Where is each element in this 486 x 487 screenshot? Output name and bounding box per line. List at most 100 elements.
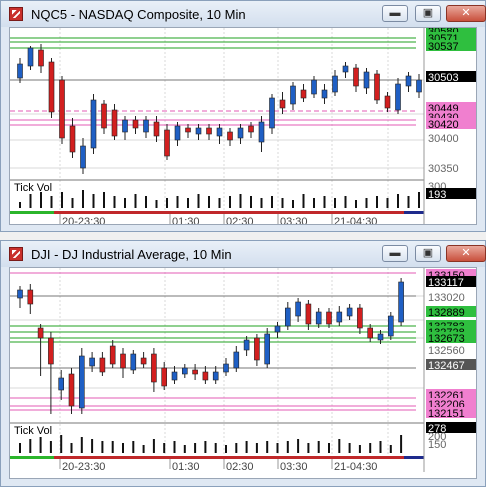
volume-bar <box>91 439 94 453</box>
title-bar[interactable]: NQC5 - NASDAQ Composite, 10 Min ▬ ▣ ✕ <box>1 1 486 27</box>
volume-label: Tick Vol <box>14 182 52 194</box>
volume-bar <box>323 196 326 208</box>
restore-button[interactable]: ▣ <box>415 5 441 22</box>
price-label-bg <box>426 326 476 337</box>
minimize-button[interactable]: ▬ <box>382 245 408 262</box>
price-label: 30400 <box>428 133 459 145</box>
chart-area[interactable]: Tick Vol 20-23:30 01:30 02:30 03:30 21-04:30 1… <box>9 267 477 479</box>
candle-body <box>79 355 85 409</box>
candle-body <box>69 125 76 153</box>
price-label: 132467 <box>428 360 465 372</box>
volume-bar <box>386 198 389 208</box>
price-chart[interactable]: Tick Vol 20-23:30 01:30 02:30 03:30 21-04:30 3… <box>10 28 478 224</box>
candle-body <box>258 121 265 143</box>
candle-body <box>336 311 343 323</box>
candle-body <box>290 85 296 105</box>
volume-bar <box>183 445 186 453</box>
candle-body <box>395 83 401 111</box>
candle-body <box>274 325 281 333</box>
volume-value: 193 <box>428 189 446 201</box>
candle-body <box>284 307 291 327</box>
volume-bar <box>204 441 207 453</box>
time-label: 20-23:30 <box>62 216 105 224</box>
candle-body <box>346 307 353 317</box>
volume-bar <box>142 445 145 453</box>
price-label-bg <box>426 359 476 370</box>
volume-bar <box>400 435 403 453</box>
volume-bar <box>166 198 168 208</box>
candle-body <box>237 127 244 139</box>
volume-bar <box>111 441 114 453</box>
candle-body <box>111 109 118 137</box>
volume-bar <box>122 443 124 453</box>
volume-bar <box>132 441 135 453</box>
session-bar <box>10 456 54 459</box>
volume-bar <box>19 443 21 453</box>
chart-area[interactable]: Tick Vol 20-23:30 01:30 02:30 03:30 21-04:30 3… <box>9 27 477 225</box>
volume-bar <box>40 192 42 208</box>
volume-bar <box>187 198 189 208</box>
candle-body <box>295 301 301 317</box>
close-button[interactable]: ✕ <box>446 5 486 22</box>
candle-body <box>174 125 181 141</box>
time-label: 02:30 <box>226 461 254 473</box>
volume-bar <box>376 196 378 208</box>
volume-bar <box>218 198 221 208</box>
candle-body <box>227 131 233 141</box>
volume-bar <box>307 443 310 453</box>
candle-body <box>192 369 198 375</box>
volume-bar <box>152 439 155 453</box>
volume-bar <box>266 441 269 453</box>
title-bar[interactable]: DJI - DJ Industrial Average, 10 Min ▬ ▣ … <box>1 241 486 267</box>
minimize-button[interactable]: ▬ <box>382 5 408 22</box>
volume-bar <box>334 198 336 208</box>
volume-bar <box>113 196 116 208</box>
candle-body <box>143 119 149 133</box>
time-label: 21-04:30 <box>334 461 377 473</box>
volume-bar <box>271 196 273 208</box>
price-chart[interactable]: Tick Vol 20-23:30 01:30 02:30 03:30 21-04:30 1… <box>10 268 478 478</box>
price-label: 132151 <box>428 408 465 420</box>
volume-bar <box>163 443 166 453</box>
session-bar <box>10 211 54 214</box>
volume-value-bg <box>426 188 476 199</box>
time-label: 01:30 <box>172 461 200 473</box>
candle-body <box>171 371 178 381</box>
volume-bar <box>229 196 231 208</box>
candle-body <box>315 311 322 325</box>
candle-body <box>332 75 338 93</box>
price-label: 133117 <box>428 277 464 289</box>
candle-body <box>161 367 167 387</box>
volume-bar <box>71 198 74 208</box>
candle-body <box>206 127 212 135</box>
time-label: 03:30 <box>280 461 308 473</box>
candle-body <box>182 367 188 375</box>
volume-bar <box>297 439 300 453</box>
candle-body <box>185 127 191 133</box>
candle-body <box>367 327 374 339</box>
candle-body <box>233 351 240 369</box>
candle-body <box>377 333 384 341</box>
candle-body <box>101 103 107 129</box>
close-button[interactable]: ✕ <box>446 245 486 262</box>
restore-button[interactable]: ▣ <box>415 245 441 262</box>
time-label: 03:30 <box>280 216 308 224</box>
volume-bar <box>379 441 382 453</box>
volume-bar <box>101 441 104 453</box>
session-bar <box>404 456 424 459</box>
volume-value-bg <box>426 422 476 433</box>
candle-body <box>405 75 412 87</box>
candle-body <box>58 377 65 391</box>
price-label-bg <box>426 102 476 113</box>
candle-body <box>120 353 126 369</box>
volume-value: 150 <box>428 439 446 451</box>
volume-bar <box>60 435 63 453</box>
candle-body <box>321 89 328 99</box>
price-label-bg <box>426 118 476 129</box>
candle-body <box>243 339 250 351</box>
candle-body <box>89 357 95 367</box>
volume-bar <box>19 202 21 208</box>
price-label: 132673 <box>428 333 465 345</box>
volume-bar <box>348 443 351 453</box>
volume-value: 200 <box>428 431 446 443</box>
